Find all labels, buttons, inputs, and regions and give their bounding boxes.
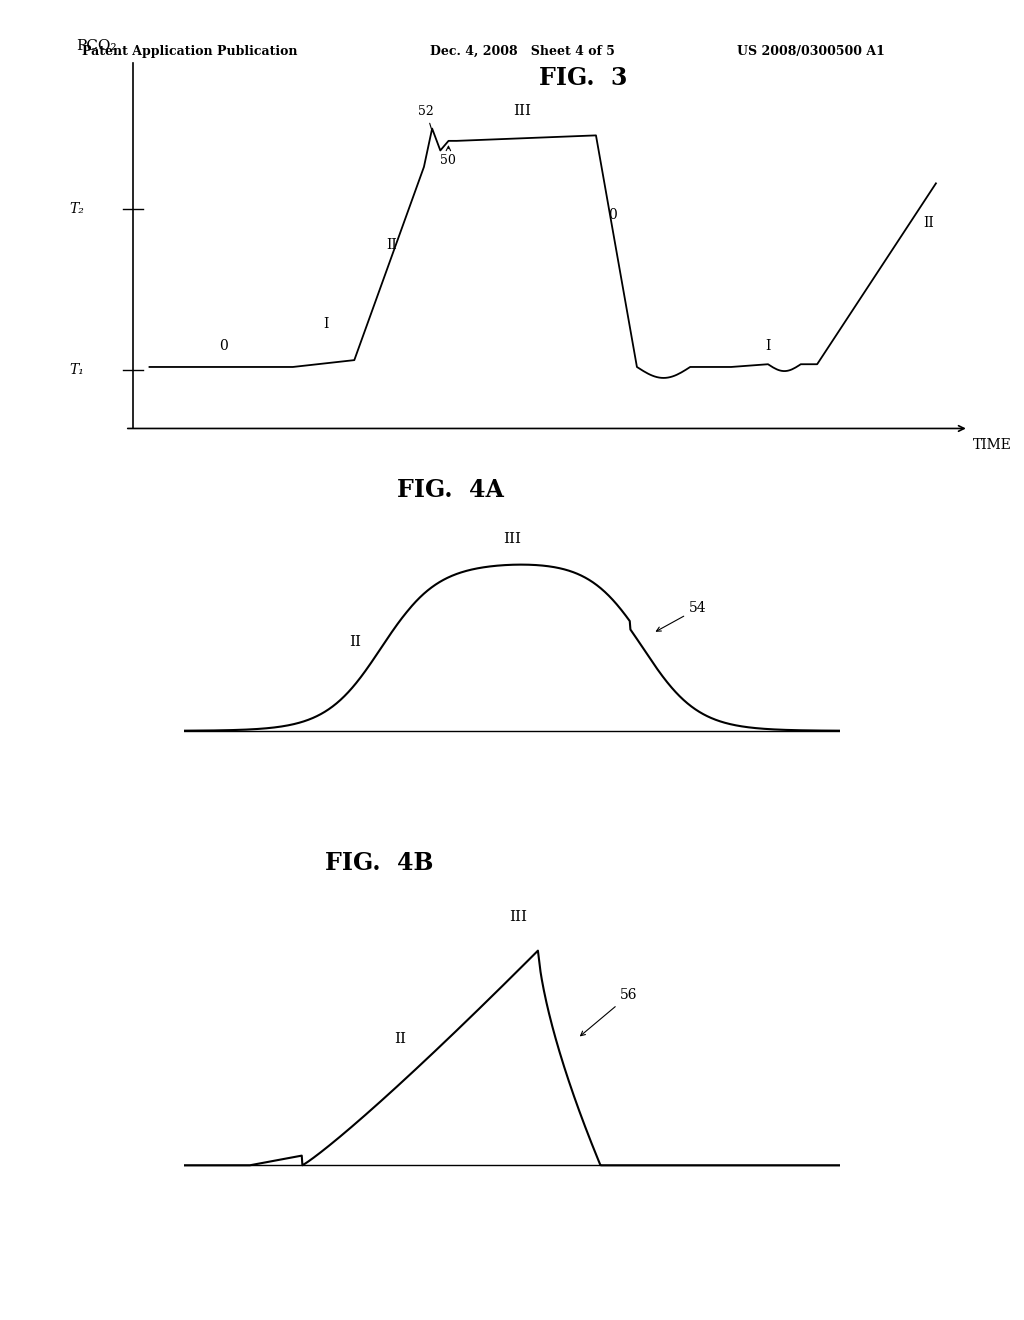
Text: II: II bbox=[924, 216, 934, 230]
Text: Dec. 4, 2008   Sheet 4 of 5: Dec. 4, 2008 Sheet 4 of 5 bbox=[430, 45, 615, 58]
Text: III: III bbox=[503, 532, 521, 546]
Text: T₁: T₁ bbox=[69, 363, 84, 378]
Text: I: I bbox=[323, 317, 329, 331]
Text: FIG.  3: FIG. 3 bbox=[540, 66, 628, 90]
Text: FIG.  4A: FIG. 4A bbox=[397, 478, 504, 502]
Text: III: III bbox=[510, 909, 527, 924]
Text: 52: 52 bbox=[418, 104, 434, 128]
Text: Patent Application Publication: Patent Application Publication bbox=[82, 45, 297, 58]
Text: 50: 50 bbox=[440, 147, 457, 168]
Text: TIME: TIME bbox=[973, 438, 1012, 451]
Text: I: I bbox=[765, 339, 771, 354]
Text: II: II bbox=[386, 238, 396, 252]
Text: 56: 56 bbox=[581, 989, 638, 1036]
Text: US 2008/0300500 A1: US 2008/0300500 A1 bbox=[737, 45, 885, 58]
Text: II: II bbox=[349, 635, 360, 649]
Text: FIG.  4B: FIG. 4B bbox=[325, 851, 433, 875]
Text: II: II bbox=[394, 1032, 407, 1047]
Text: T₂: T₂ bbox=[69, 202, 84, 215]
Text: 54: 54 bbox=[656, 602, 707, 631]
Text: PCO₂: PCO₂ bbox=[76, 40, 117, 53]
Text: III: III bbox=[513, 103, 531, 117]
Text: 0: 0 bbox=[219, 339, 227, 354]
Text: 0: 0 bbox=[608, 207, 616, 222]
